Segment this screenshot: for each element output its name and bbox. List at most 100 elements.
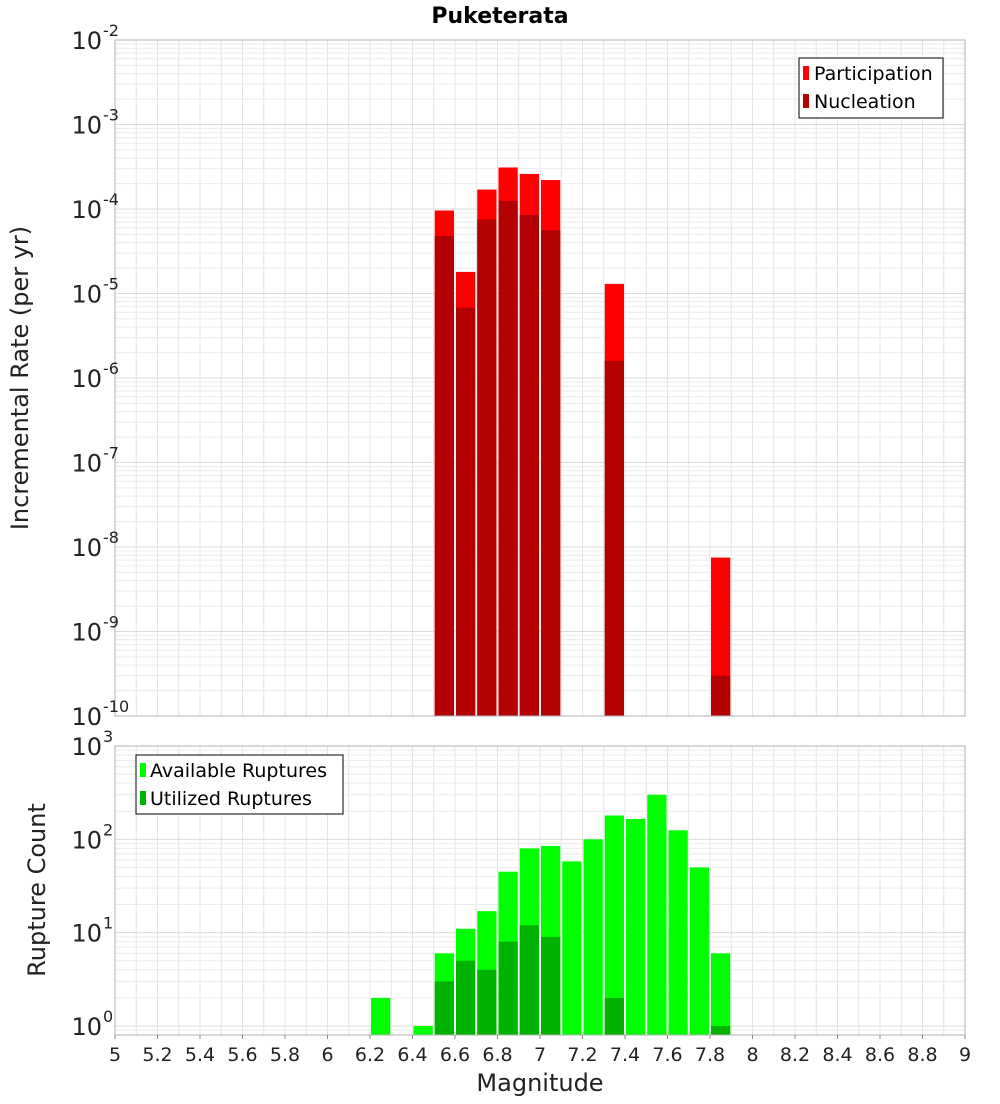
bottom-bar-available-ruptures — [583, 839, 603, 1035]
bottom-y-tick-exponent: 3 — [103, 727, 113, 746]
bottom-bar-available-ruptures — [668, 830, 688, 1035]
legend-label-participation: Participation — [814, 63, 933, 85]
x-tick-label: 6.6 — [440, 1044, 470, 1066]
top-y-tick-exponent: -6 — [103, 359, 119, 378]
top-y-tick-exponent: -8 — [103, 528, 119, 547]
bottom-bar-utilized-ruptures — [456, 960, 476, 1035]
bottom-bar-utilized-ruptures — [477, 969, 497, 1035]
top-y-tick-exponent: -5 — [103, 275, 119, 294]
x-tick-label: 6.8 — [482, 1044, 512, 1066]
bottom-y-tick-label: 10 — [71, 826, 102, 854]
x-tick-label: 9 — [959, 1044, 971, 1066]
top-y-tick-label: 10 — [71, 450, 102, 478]
top-y-axis-label: Incremental Rate (per yr) — [6, 226, 34, 530]
top-bar-nucleation — [434, 235, 454, 716]
top-gridlines — [115, 40, 965, 716]
bottom-y-tick-label: 10 — [71, 733, 102, 761]
legend-label-available-ruptures: Available Ruptures — [150, 760, 327, 782]
top-y-tick-exponent: -3 — [103, 106, 119, 125]
bottom-bar-available-ruptures — [626, 819, 646, 1035]
x-tick-label: 5.2 — [142, 1044, 172, 1066]
top-bars — [434, 167, 731, 717]
legend-swatch-participation — [803, 66, 809, 80]
top-y-tick-label: 10 — [71, 703, 102, 731]
top-legend-box — [798, 57, 944, 119]
top-y-tick-label: 10 — [71, 534, 102, 562]
x-tick-label: 7.6 — [652, 1044, 682, 1066]
bottom-bar-available-ruptures — [689, 867, 709, 1035]
x-tick-label: 6 — [321, 1044, 333, 1066]
top-y-tick-label: 10 — [71, 112, 102, 140]
bottom-y-tick-exponent: 1 — [103, 914, 113, 933]
bottom-y-tick-label: 10 — [71, 920, 102, 948]
bottom-y-tick-exponent: 0 — [103, 1007, 113, 1026]
bottom-y-tick-label: 10 — [71, 1013, 102, 1041]
bottom-bar-utilized-ruptures — [604, 997, 624, 1035]
x-tick-label: 7 — [534, 1044, 546, 1066]
bottom-legend: Available Ruptures Utilized Ruptures — [135, 754, 344, 815]
top-bar-nucleation — [519, 214, 539, 716]
x-tick-label: 7.4 — [610, 1044, 640, 1066]
x-tick-labels: 5 5.2 5.4 5.6 5.8 6 6.2 6.4 6.6 6.8 7 7.2 7.4 7.6 7.8 8… — [109, 1035, 971, 1066]
bottom-bar-utilized-ruptures — [541, 936, 561, 1035]
x-tick-label: 7.2 — [567, 1044, 597, 1066]
bottom-bar-utilized-ruptures — [519, 925, 539, 1035]
x-tick-label: 7.8 — [695, 1044, 725, 1066]
top-bar-nucleation — [541, 230, 561, 716]
bottom-y-axis-label: Rupture Count — [23, 803, 51, 977]
top-bar-nucleation — [498, 200, 518, 717]
top-plot-frame — [114, 39, 966, 717]
legend-swatch-nucleation — [803, 94, 809, 108]
top-bar-nucleation — [456, 307, 476, 716]
x-tick-label: 5.4 — [185, 1044, 215, 1066]
bottom-bar-available-ruptures — [562, 861, 582, 1035]
legend-swatch-available-ruptures — [140, 763, 146, 777]
top-legend: Participation Nucleation — [798, 57, 944, 119]
top-y-tick-label: 10 — [71, 619, 102, 647]
top-bar-nucleation — [604, 360, 624, 716]
x-tick-label: 8 — [746, 1044, 758, 1066]
x-tick-label: 6.4 — [397, 1044, 427, 1066]
x-tick-label: 5 — [109, 1044, 121, 1066]
legend-label-utilized-ruptures: Utilized Ruptures — [150, 788, 312, 810]
x-axis-label: Magnitude — [476, 1069, 603, 1097]
legend-label-nucleation: Nucleation — [814, 91, 916, 113]
bottom-bar-available-ruptures — [647, 794, 667, 1035]
top-y-tick-exponent: -2 — [103, 21, 119, 40]
bottom-bar-utilized-ruptures — [711, 1025, 731, 1035]
bottom-bar-available-ruptures — [711, 953, 731, 1035]
chart-title: Puketerata — [431, 4, 568, 29]
bottom-legend-box — [135, 754, 344, 815]
bottom-y-tick-exponent: 2 — [103, 820, 113, 839]
bottom-bar-available-ruptures — [371, 997, 391, 1035]
top-bar-nucleation — [711, 675, 731, 716]
top-y-tick-label: 10 — [71, 281, 102, 309]
top-y-tick-exponent: -4 — [103, 190, 119, 209]
x-tick-label: 8.8 — [907, 1044, 937, 1066]
bottom-bar-utilized-ruptures — [498, 941, 518, 1035]
x-tick-label: 5.8 — [270, 1044, 300, 1066]
top-y-tick-label: 10 — [71, 365, 102, 393]
top-y-tick-exponent: -10 — [103, 697, 129, 716]
top-y-tick-label: 10 — [71, 196, 102, 224]
bottom-bar-available-ruptures — [413, 1025, 433, 1035]
top-y-tick-exponent: -7 — [103, 444, 119, 463]
top-y-tick-label: 10 — [71, 27, 102, 55]
top-bar-nucleation — [477, 219, 497, 717]
x-tick-label: 8.2 — [780, 1044, 810, 1066]
x-tick-label: 5.6 — [227, 1044, 257, 1066]
legend-swatch-utilized-ruptures — [140, 791, 146, 805]
bottom-bar-utilized-ruptures — [434, 981, 454, 1035]
bottom-bar-available-ruptures — [604, 815, 624, 1035]
x-tick-label: 8.6 — [865, 1044, 895, 1066]
bottom-bars — [371, 794, 731, 1035]
x-tick-label: 8.4 — [822, 1044, 852, 1066]
top-y-tick-exponent: -9 — [103, 613, 119, 632]
x-tick-label: 6.2 — [355, 1044, 385, 1066]
